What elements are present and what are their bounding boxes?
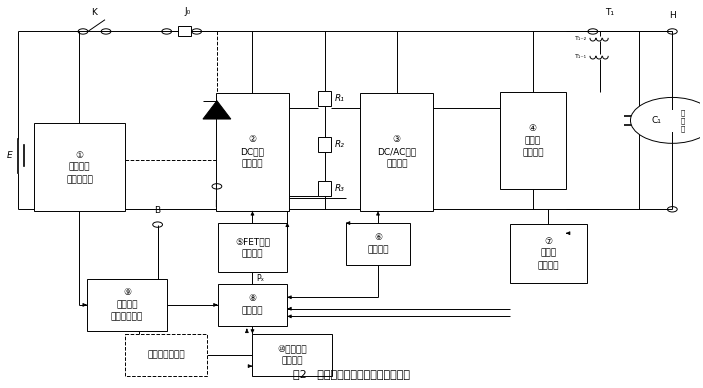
Text: ⑨
电源电压
降落检测电路: ⑨ 电源电压 降落检测电路 — [111, 288, 143, 322]
Bar — [346, 223, 410, 265]
Text: ⑥
定时电路: ⑥ 定时电路 — [367, 233, 389, 254]
Text: ①
切断电源
继电器电路: ① 切断电源 继电器电路 — [66, 151, 93, 184]
Text: T₁₋₂: T₁₋₂ — [575, 36, 587, 41]
Polygon shape — [203, 100, 231, 119]
Bar — [218, 284, 288, 326]
Text: K: K — [91, 8, 98, 17]
Bar — [252, 334, 333, 376]
Text: Pₓ: Pₓ — [256, 274, 264, 282]
Text: J₀: J₀ — [184, 7, 191, 16]
Text: H: H — [669, 11, 676, 20]
Text: D₁: D₁ — [232, 106, 243, 114]
Bar — [510, 223, 586, 283]
Text: ⑦
灯点亮
起动电路: ⑦ 灯点亮 起动电路 — [537, 237, 559, 270]
Text: R₁: R₁ — [335, 94, 344, 103]
Text: ③
DC/AC高频
变换电路: ③ DC/AC高频 变换电路 — [378, 135, 416, 168]
Text: T₁₋₁: T₁₋₁ — [575, 54, 587, 59]
Text: ⑪低压关灯电路: ⑪低压关灯电路 — [147, 350, 185, 359]
Text: C₁: C₁ — [652, 116, 662, 125]
Text: ⑩异常状态
检测电路: ⑩异常状态 检测电路 — [278, 344, 307, 365]
Circle shape — [631, 97, 703, 143]
Text: 图2   快速起动点亮供电电路总体框图: 图2 快速起动点亮供电电路总体框图 — [293, 369, 410, 379]
Bar — [360, 93, 434, 211]
Bar — [216, 93, 289, 211]
Bar — [86, 279, 167, 331]
Text: ④
金印灯
点亮电路: ④ 金印灯 点亮电路 — [522, 124, 543, 157]
Text: B: B — [214, 200, 220, 209]
Text: ②
DC电压
提升电路: ② DC电压 提升电路 — [240, 135, 264, 168]
Text: ⑧
控制电路: ⑧ 控制电路 — [242, 294, 263, 315]
Text: E: E — [7, 151, 13, 160]
Bar — [125, 334, 207, 376]
Text: ⑤FET栅极
驱动电路: ⑤FET栅极 驱动电路 — [235, 237, 270, 258]
Text: 金
卤
灯: 金 卤 灯 — [681, 109, 685, 132]
Bar — [178, 26, 191, 36]
Bar — [318, 181, 331, 196]
Text: B: B — [155, 206, 161, 215]
Bar — [34, 123, 125, 211]
Text: R₃: R₃ — [335, 184, 344, 193]
Text: T₁: T₁ — [605, 8, 614, 17]
Bar — [500, 92, 566, 189]
Bar — [318, 91, 331, 106]
Text: R₂: R₂ — [335, 140, 344, 149]
Bar — [318, 137, 331, 152]
Bar — [218, 223, 288, 272]
